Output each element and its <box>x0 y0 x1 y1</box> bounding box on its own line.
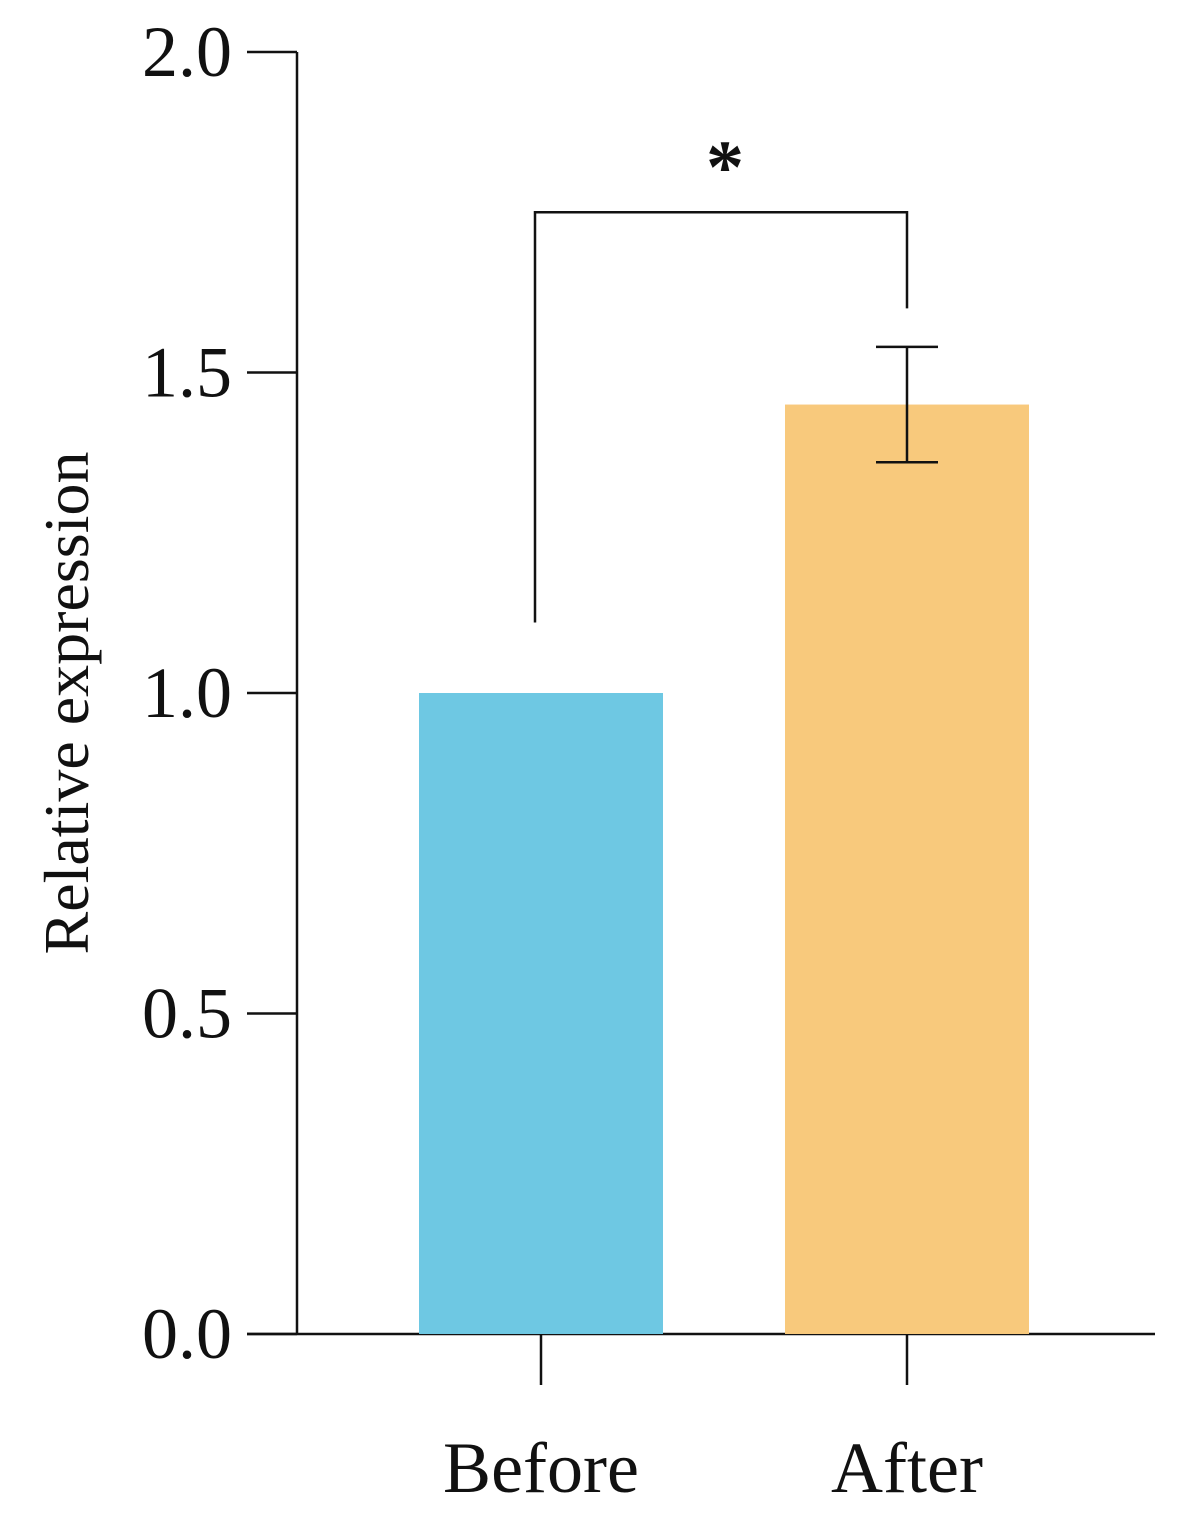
bar-after <box>785 404 1029 1334</box>
x-tick-label: After <box>831 1428 983 1508</box>
y-tick-label: 1.0 <box>142 653 232 733</box>
x-axis: Before After <box>247 1332 1155 1508</box>
y-axis-title: Relative expression <box>31 452 102 955</box>
significance-bracket <box>533 211 909 623</box>
y-tick-label: 2.0 <box>142 12 232 92</box>
error-bars <box>876 345 938 464</box>
bars <box>419 404 1029 1334</box>
y-axis: 0.0 0.5 1.0 1.5 2.0 <box>142 12 299 1374</box>
x-tick-label: Before <box>443 1428 639 1508</box>
significance-label: * <box>706 125 744 209</box>
significance-annotation: * <box>533 125 909 623</box>
bar-before <box>419 693 663 1334</box>
y-tick-label: 0.5 <box>142 974 232 1054</box>
y-tick-label: 0.0 <box>142 1294 232 1374</box>
y-tick-label: 1.5 <box>142 333 232 413</box>
